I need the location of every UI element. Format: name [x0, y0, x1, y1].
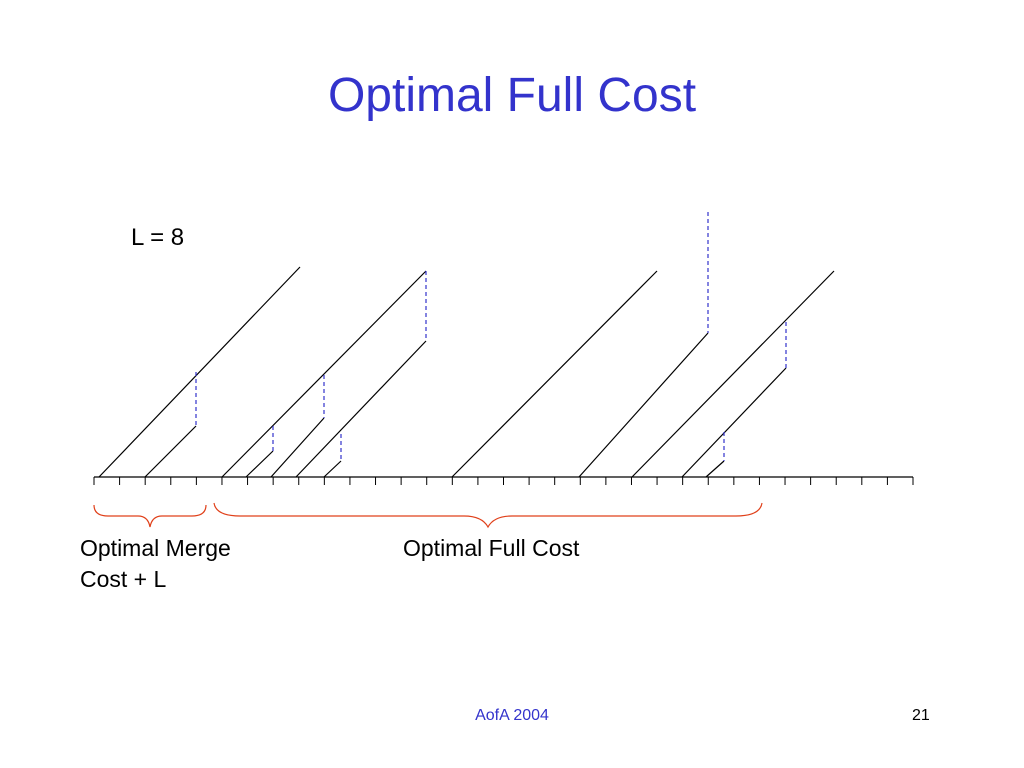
- caption-optimal-merge: Optimal Merge Cost + L: [80, 533, 231, 595]
- slide-title: Optimal Full Cost: [327, 69, 697, 122]
- footer-text: AofA 2004: [475, 707, 549, 724]
- diagonal-line: [245, 450, 274, 478]
- caption-optimal-full-cost: Optimal Full Cost: [403, 535, 580, 561]
- brace-left: [93, 504, 207, 528]
- brace-right: [213, 502, 763, 529]
- parameter-label: L = 8: [131, 224, 185, 251]
- diagonal-line: [270, 417, 325, 478]
- diagonal-line: [144, 425, 197, 478]
- merge-lines: [98, 266, 835, 478]
- cost-connectors: [195, 212, 787, 461]
- diagonal-line: [578, 332, 709, 478]
- diagonal-line: [681, 367, 787, 478]
- caption-left-line2: Cost + L: [80, 566, 167, 592]
- diagonal-line: [295, 340, 427, 478]
- diagonal-line: [98, 266, 301, 478]
- diagonal-line: [631, 270, 835, 478]
- diagonal-line: [451, 270, 658, 478]
- page-number: 21: [912, 707, 930, 724]
- diagonal-line: [323, 460, 342, 478]
- diagonal-line: [221, 270, 427, 478]
- diagonal-line: [705, 460, 725, 478]
- caption-left-line1: Optimal Merge: [80, 535, 231, 561]
- timeline-ticks: [93, 477, 914, 485]
